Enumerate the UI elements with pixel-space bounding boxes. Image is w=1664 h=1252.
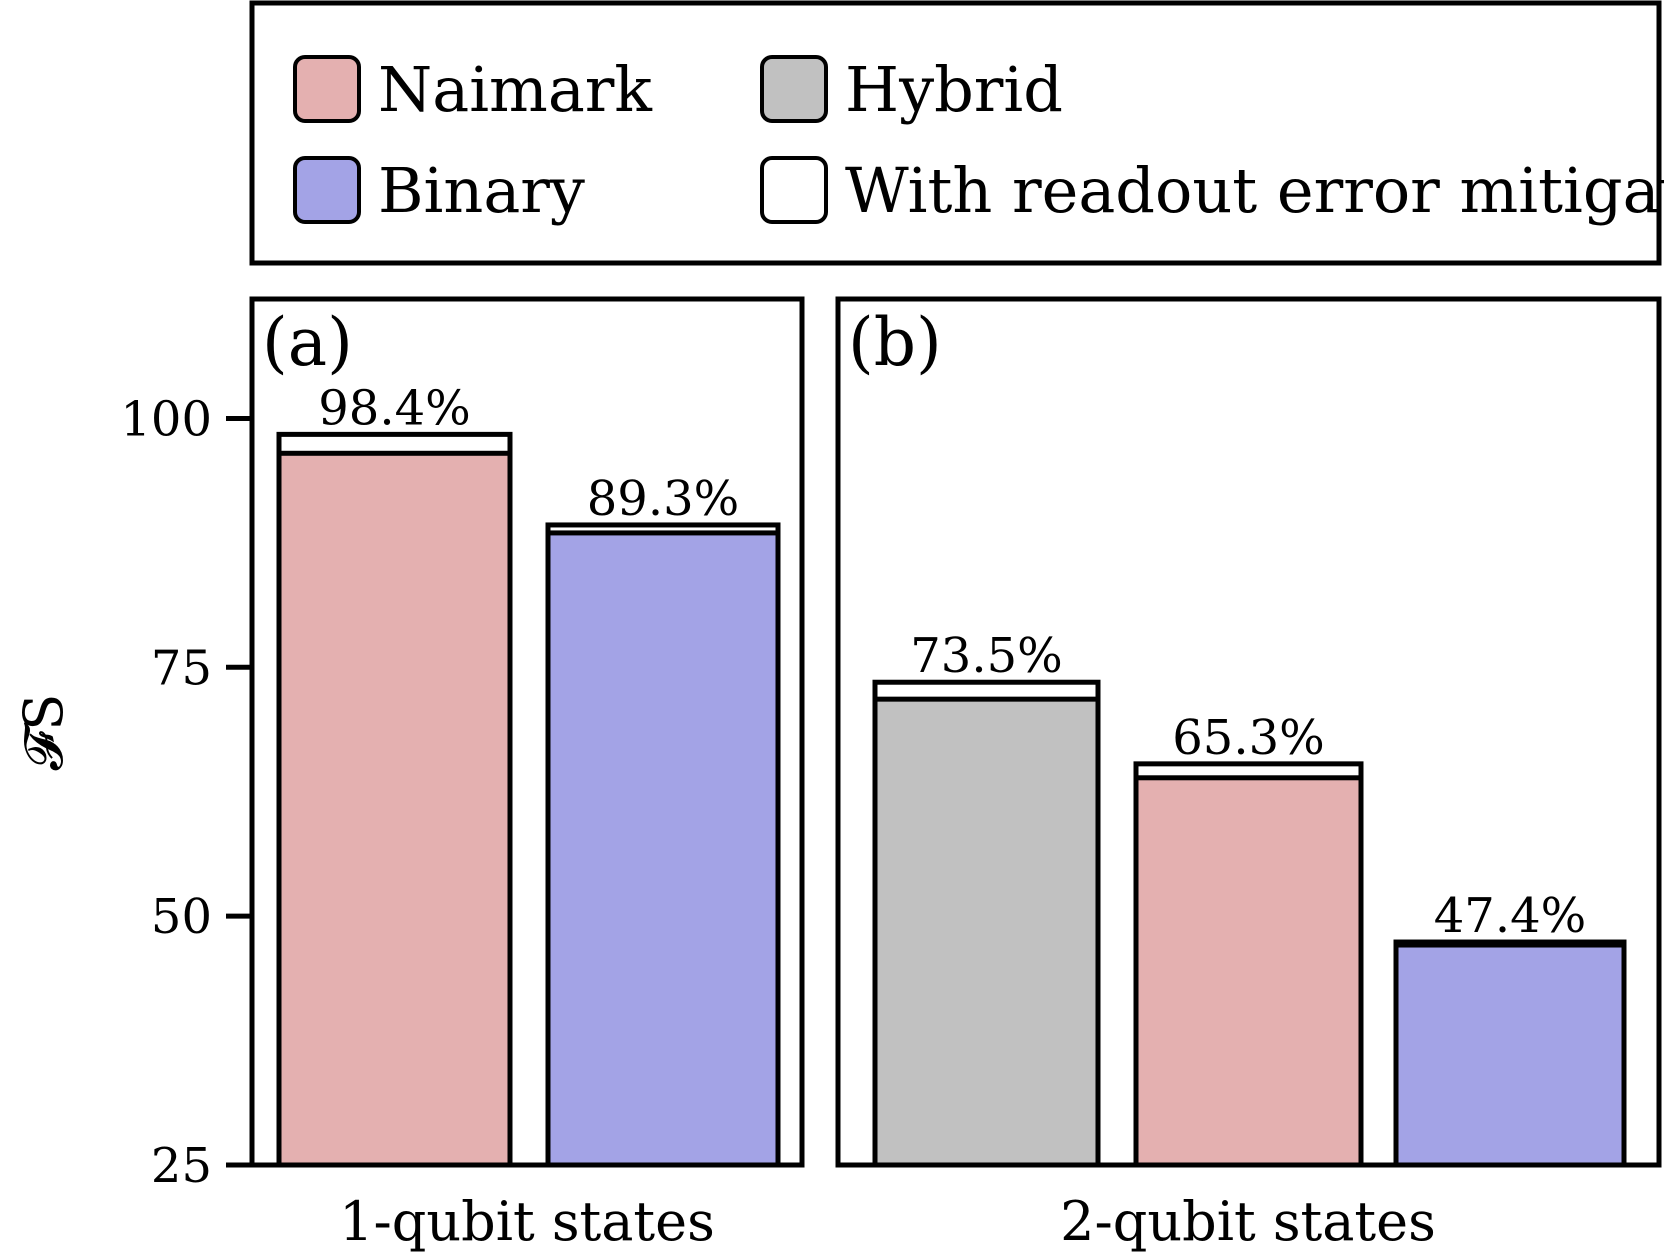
panel-a-tag: (a) <box>262 304 353 381</box>
bar-value-label: 89.3% <box>587 471 739 527</box>
bar-naimark <box>276 450 513 1168</box>
category-label-1qubit: 1-qubit states <box>339 1190 715 1252</box>
legend-swatch-naimark <box>293 55 361 123</box>
y-tick-label: 50 <box>151 889 212 945</box>
bar-naimark <box>1133 775 1364 1168</box>
category-label-2qubit: 2-qubit states <box>1060 1190 1436 1252</box>
bar-hybrid <box>872 696 1101 1168</box>
y-tick-label: 75 <box>151 640 212 696</box>
legend-label-naimark: Naimark <box>378 53 652 126</box>
legend-label-binary: Binary <box>378 154 585 227</box>
y-axis-label: 𝓕S <box>12 694 75 771</box>
bar-binary <box>545 530 781 1168</box>
bar-binary <box>1393 942 1627 1168</box>
legend-label-hybrid: Hybrid <box>845 53 1063 126</box>
legend-swatch-binary <box>293 156 361 224</box>
y-tick-label: 100 <box>120 391 212 447</box>
panel-b-tag: (b) <box>848 304 942 381</box>
bar-value-label: 73.5% <box>910 628 1062 684</box>
legend-frame <box>249 0 1662 266</box>
y-axis: 25 50 75 100 <box>120 391 252 1194</box>
legend: Naimark Hybrid Binary With readout error mi… <box>249 0 1664 266</box>
panel-a-frame <box>249 296 805 1168</box>
bar-value-label: 65.3% <box>1172 710 1324 766</box>
legend-swatch-mitigation <box>760 156 828 224</box>
legend-swatch-hybrid <box>760 55 828 123</box>
bar-value-label: 98.4% <box>318 380 470 436</box>
y-tick-label: 25 <box>151 1138 212 1194</box>
legend-label-mitigation: With readout error mitigation <box>845 154 1664 227</box>
bar-value-label: 47.4% <box>1434 888 1586 944</box>
bars: 98.4% 89.3% 73.5% 65.3% 47.4% <box>276 380 1627 1168</box>
